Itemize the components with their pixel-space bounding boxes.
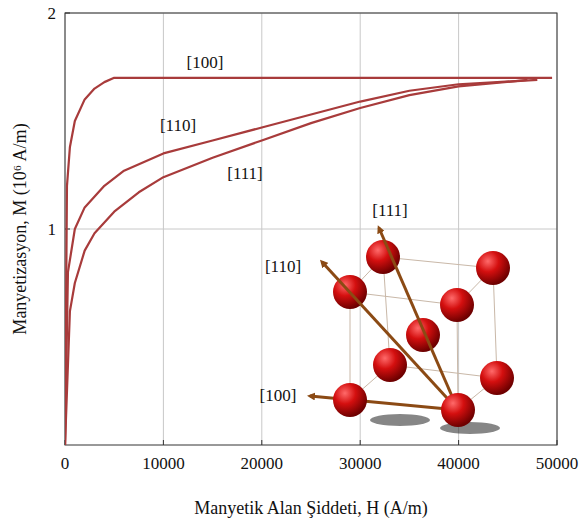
x-tick-label: 50000 — [536, 454, 579, 473]
x-tick-label: 0 — [61, 454, 70, 473]
x-tick — [163, 440, 164, 445]
chart: 0 10000 20000 30000 40000 50000 1 2 Manyetik Ala… — [0, 0, 587, 529]
x-tick — [458, 440, 459, 445]
crystal-inset: [111] [110] [100] — [260, 201, 514, 434]
x-tick — [360, 440, 361, 445]
y-axis-title: Manyetizasyon, M (10⁶ A/m) — [10, 123, 31, 334]
x-axis-title: Manyetik Alan Şiddeti, H (A/m) — [194, 498, 427, 519]
atom — [480, 361, 514, 395]
x-tick — [261, 440, 262, 445]
plot-frame — [65, 13, 557, 445]
x-tick — [557, 440, 558, 445]
grid-line-y — [65, 229, 557, 230]
y-tick-label: 2 — [48, 4, 57, 23]
atom — [406, 318, 440, 352]
direction-arrow — [379, 228, 458, 410]
atom — [441, 393, 475, 427]
atom — [476, 251, 510, 285]
direction-arrow — [310, 396, 458, 410]
x-tick-label: 20000 — [241, 454, 284, 473]
x-tick-label: 10000 — [142, 454, 185, 473]
series-label: [110] — [160, 116, 196, 135]
axes: 0 10000 20000 30000 40000 50000 1 2 — [48, 4, 579, 473]
series-label: [111] — [227, 164, 263, 183]
direction-label: [111] — [372, 201, 408, 220]
x-tick-label: 30000 — [339, 454, 382, 473]
grid — [65, 13, 557, 445]
y-tick-label: 1 — [48, 220, 57, 239]
atom — [333, 383, 367, 417]
shadow — [370, 414, 430, 426]
magnetization-curve — [65, 78, 552, 445]
magnetization-curve — [65, 80, 537, 445]
x-tick-label: 40000 — [437, 454, 480, 473]
magnetization-curve — [65, 80, 527, 445]
direction-label: [100] — [260, 386, 297, 405]
series-label: [100] — [187, 53, 224, 72]
curves — [65, 78, 552, 445]
atom — [373, 348, 407, 382]
atom — [440, 288, 474, 322]
atom — [366, 240, 400, 274]
y-tick — [65, 13, 70, 14]
direction-label: [110] — [265, 257, 301, 276]
